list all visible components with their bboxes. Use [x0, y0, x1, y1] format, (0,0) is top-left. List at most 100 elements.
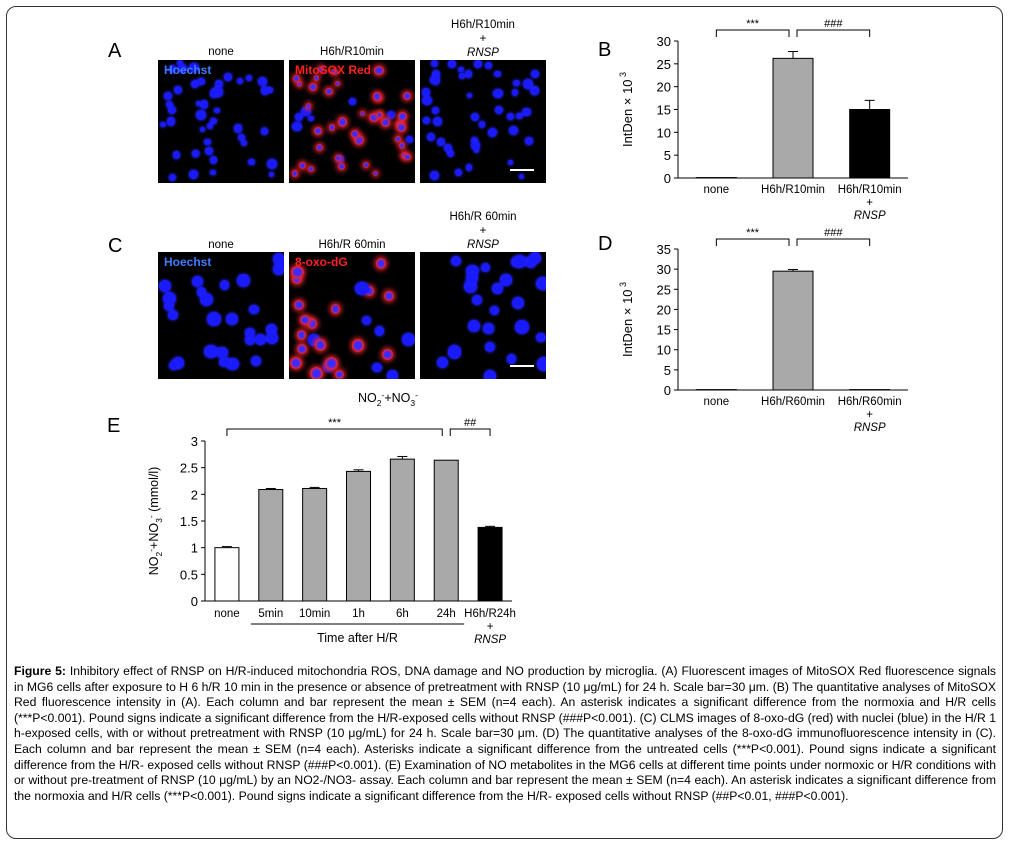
nucleus [508, 125, 518, 135]
nucleus [516, 112, 523, 120]
nucleus [334, 81, 341, 87]
nucleus [508, 159, 514, 165]
x-tick-label-0: none [704, 396, 730, 408]
panel-letter-e: E [107, 415, 120, 437]
nucleus [376, 112, 382, 118]
nucleus [466, 273, 478, 285]
nucleus [317, 65, 324, 73]
nucleus [209, 90, 218, 98]
nucleus [297, 343, 308, 354]
nucleus [273, 262, 284, 275]
y-tick-label: 2.5 [180, 461, 198, 476]
nucleus [466, 92, 473, 98]
nucleus [238, 134, 246, 142]
nucleus [216, 346, 228, 359]
nucleus [168, 65, 176, 73]
nucleus [189, 62, 199, 73]
nucleus [523, 256, 533, 267]
nucleus [192, 150, 200, 158]
nucleus [292, 274, 302, 285]
nucleus [272, 252, 284, 266]
nucleus [493, 88, 504, 99]
nucleus [200, 127, 206, 133]
y-tick-label: 10 [657, 343, 671, 358]
scale-bar [510, 365, 534, 367]
stain-label: Hoechst [164, 255, 212, 269]
nucleus [335, 155, 341, 161]
significance-label: ### [824, 227, 843, 239]
nucleus [199, 100, 209, 110]
nucleus [306, 318, 318, 329]
nucleus [398, 142, 406, 150]
y-tick-label: 2 [191, 487, 198, 502]
nucleus [301, 106, 311, 117]
nucleus [381, 348, 393, 361]
nucleus [159, 280, 172, 293]
nucleus [432, 107, 439, 115]
x-tick-label-1: 5min [258, 608, 283, 620]
nucleus [529, 252, 542, 265]
nucleus [338, 162, 345, 170]
bar-1 [258, 489, 284, 602]
nucleus [374, 326, 385, 336]
y-tick-label: 30 [657, 262, 671, 277]
scale-bar [510, 169, 534, 171]
significance-label: *** [328, 417, 342, 429]
nucleus [249, 304, 260, 315]
nucleus [421, 88, 431, 97]
nucleus [492, 282, 503, 294]
y-tick-label: 1 [191, 541, 198, 556]
nucleus [237, 274, 250, 287]
nucleus [196, 101, 202, 107]
x-tick-label-3: 1h [352, 608, 365, 620]
nucleus [305, 103, 312, 109]
nucleus [359, 110, 365, 116]
bar-5 [433, 459, 459, 602]
nucleus [386, 110, 396, 119]
nucleus [535, 332, 546, 343]
nucleus [398, 111, 407, 121]
micrograph-c-2 [420, 252, 546, 379]
nucleus [483, 370, 497, 379]
nucleus [464, 70, 473, 78]
nucleus [209, 156, 218, 164]
nucleus [525, 137, 533, 145]
nucleus [431, 70, 440, 79]
nucleus [427, 132, 436, 141]
chart-d: D 0 5 10 15 20 25 30 35 none H6h/R60min H6h/R60min +… [598, 227, 908, 434]
nucleus [361, 315, 372, 326]
nucleus [245, 328, 255, 338]
nucleus [383, 290, 395, 302]
nucleus [260, 127, 269, 135]
nucleus [191, 79, 200, 88]
y-tick-label: 10 [657, 125, 671, 140]
chart-b: B 0 5 10 15 20 25 30 none H6h/R10min H6h/R10min + RN… [598, 18, 908, 222]
nucleus [248, 158, 255, 166]
nucleus [314, 127, 323, 136]
y-tick-label: 25 [657, 282, 671, 297]
bar-1 [772, 270, 814, 391]
micrograph-c-0: Hoechst [158, 252, 284, 379]
x-tick-label-1: H6h/R10min [761, 184, 825, 196]
nucleus [354, 281, 369, 296]
nucleus [210, 169, 216, 176]
panel-letter-c: C [108, 235, 123, 257]
nucleus [197, 287, 207, 297]
nucleus [164, 92, 172, 100]
nucleus [436, 356, 448, 368]
nucleus [513, 255, 527, 268]
nucleus [381, 117, 391, 127]
nucleus [511, 297, 525, 310]
figure-frame [6, 6, 1003, 839]
nucleus [267, 87, 273, 93]
nucleus [200, 293, 214, 307]
nucleus [531, 70, 539, 78]
nucleus [364, 285, 375, 296]
significance-label: ## [464, 417, 477, 429]
y-tick-label: 0 [664, 171, 671, 186]
nucleus [163, 291, 177, 306]
nucleus [295, 113, 303, 121]
panel-a-column-label-2: H6h/R10min + RNSP [451, 19, 515, 59]
nucleus [473, 147, 480, 153]
caption-text: Inhibitory effect of RNSP on H/R-induced… [14, 664, 997, 803]
